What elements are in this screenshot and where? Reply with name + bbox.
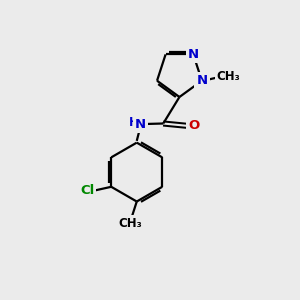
Text: N: N <box>135 118 146 130</box>
Text: CH₃: CH₃ <box>118 217 142 230</box>
Text: Cl: Cl <box>80 184 94 197</box>
Text: N: N <box>196 74 207 87</box>
Text: O: O <box>188 119 200 132</box>
Text: N: N <box>188 48 199 61</box>
Text: CH₃: CH₃ <box>217 70 240 83</box>
Text: H: H <box>129 116 139 129</box>
